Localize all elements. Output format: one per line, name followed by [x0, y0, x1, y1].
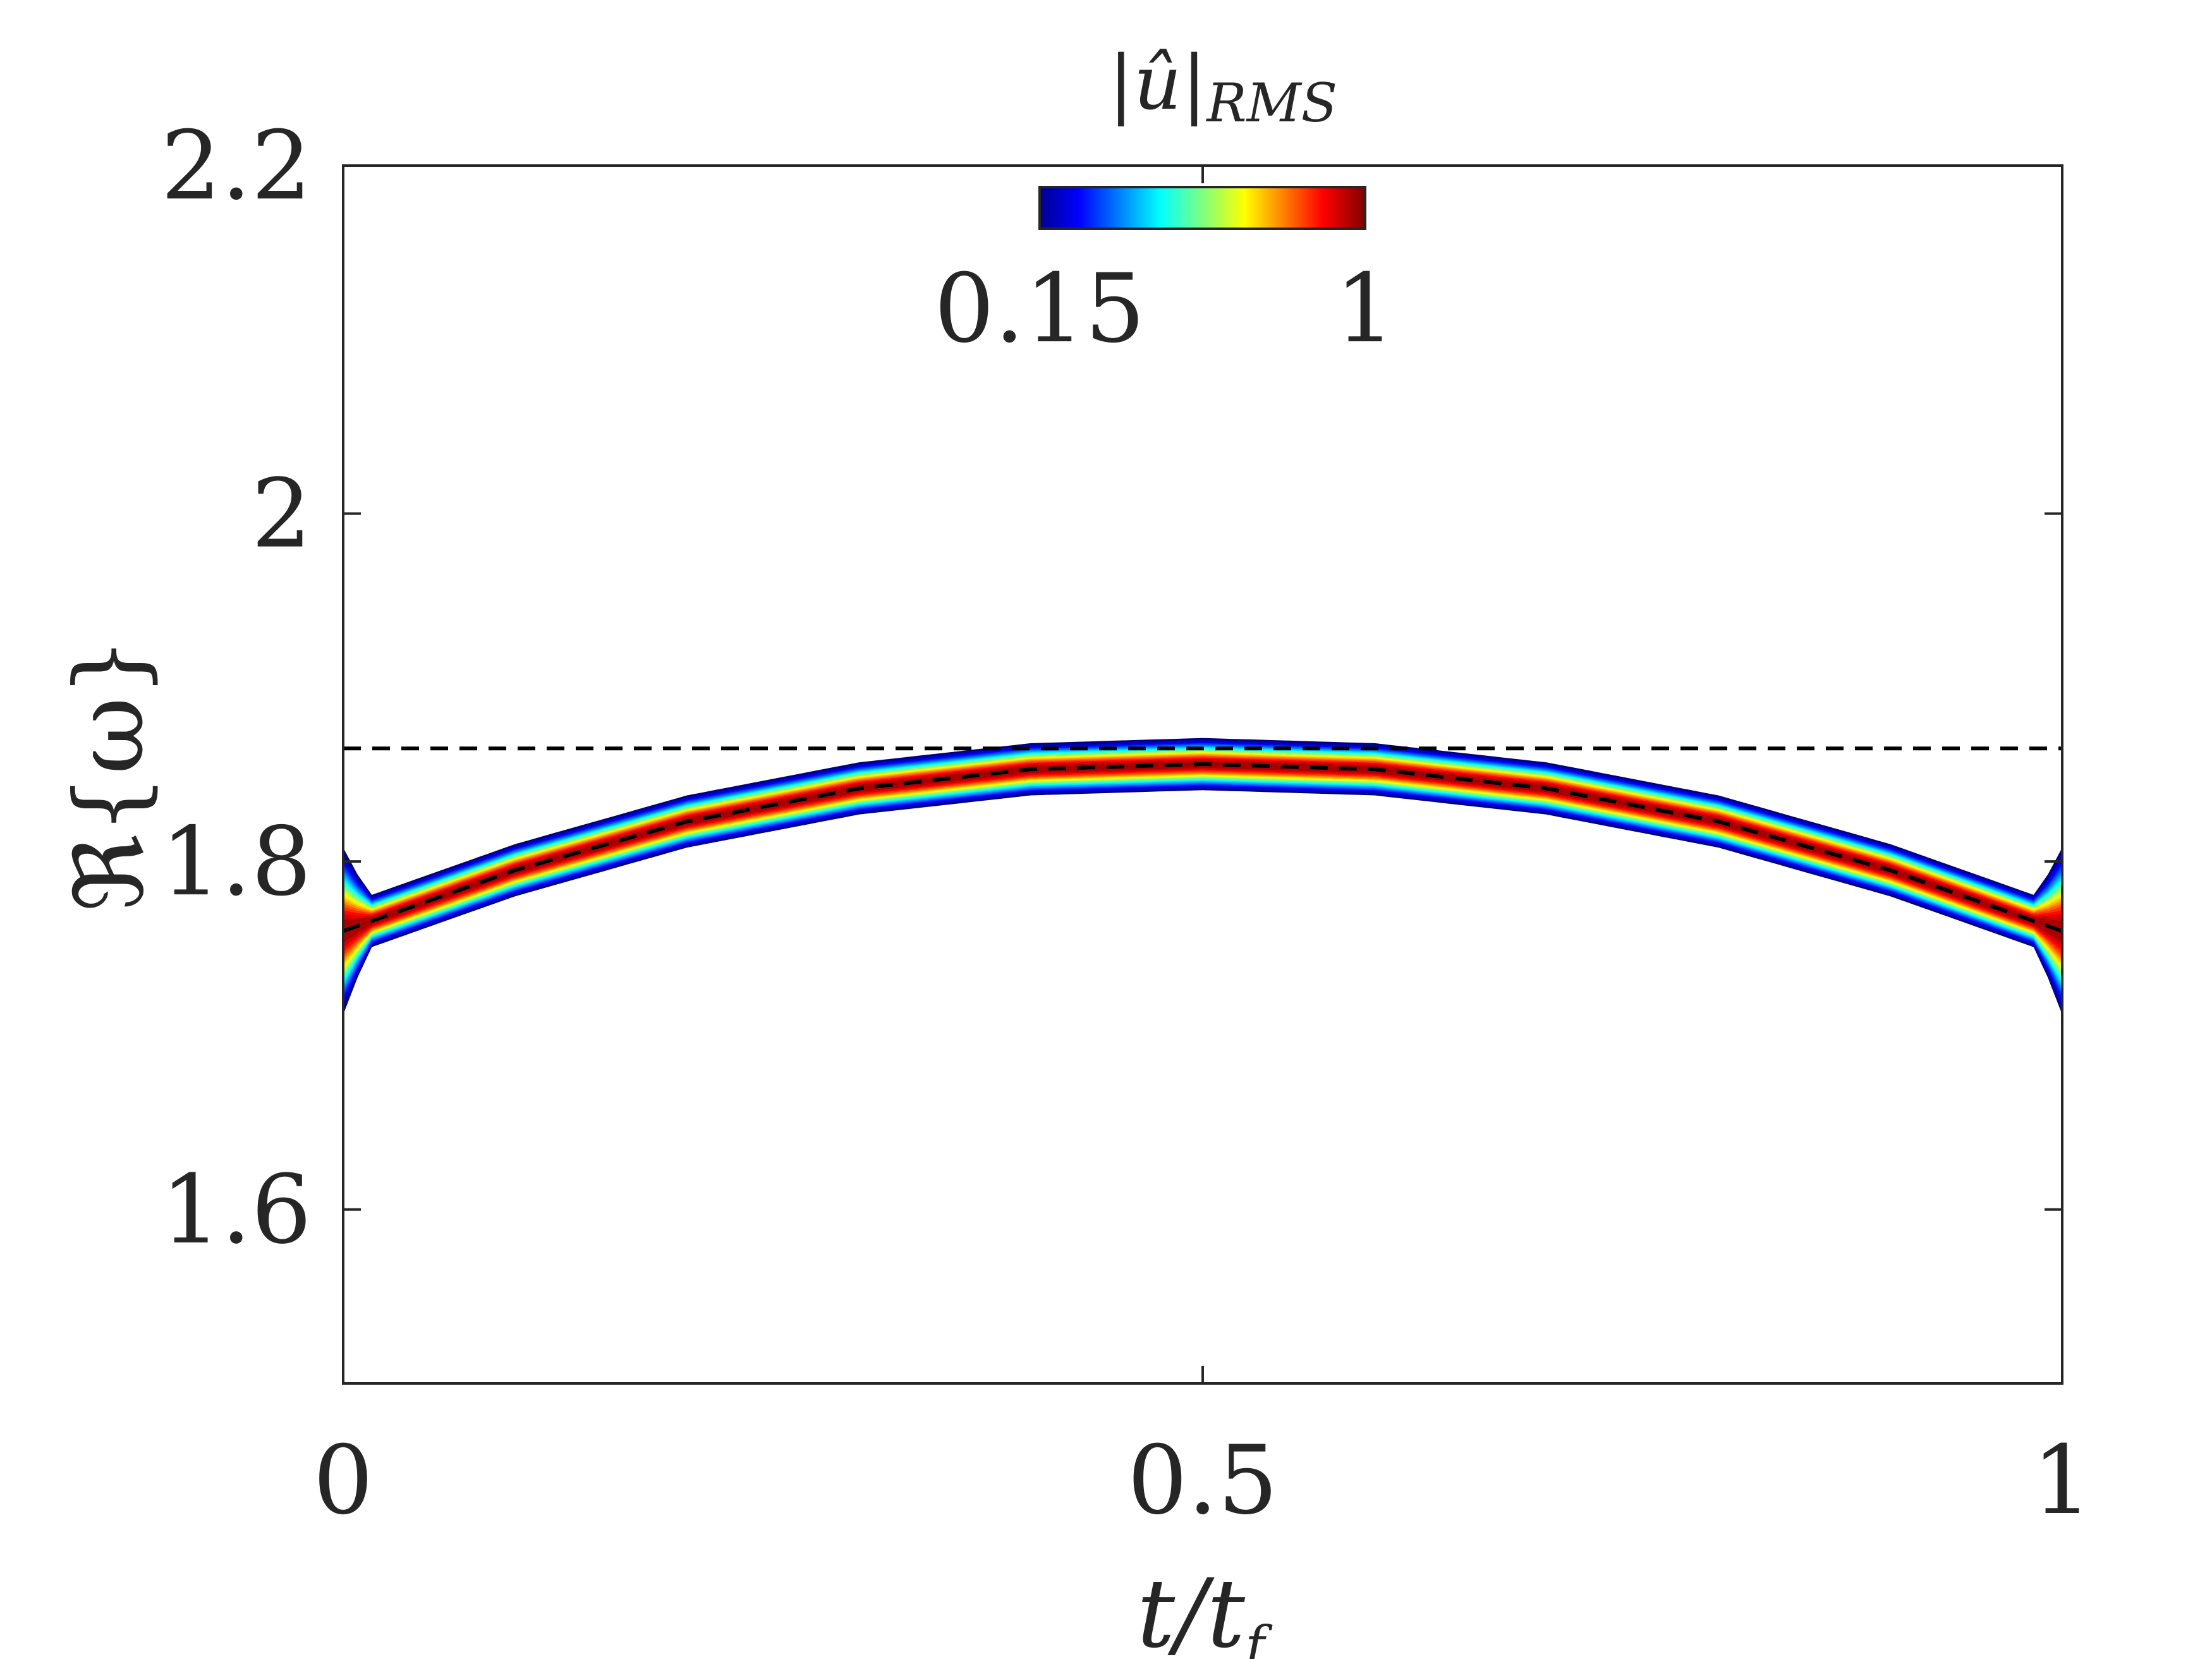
x-tick-label: 1 — [2032, 1426, 2092, 1536]
y-tick-label: 2.2 — [161, 111, 312, 221]
x-tick-label: 0.5 — [1127, 1426, 1279, 1536]
axis-ticks — [342, 164, 2063, 1383]
colorbar-tick-label-min: 0.15 — [934, 254, 1145, 364]
x-tick-label: 0 — [313, 1426, 373, 1536]
series-layer — [343, 746, 2062, 933]
y-tick-label: 1.8 — [161, 807, 312, 917]
series-line-0 — [343, 762, 2062, 933]
colorbar-tick-label-max: 1 — [1335, 254, 1395, 364]
colorbar-label: |û|RMS — [1109, 39, 1337, 134]
y-tick-label: 2 — [252, 459, 312, 569]
heatmap-band — [343, 738, 2062, 1015]
x-axis-label: t/tf — [1137, 1559, 1273, 1659]
y-tick-label: 1.6 — [161, 1155, 312, 1265]
y-axis-label: ℜ{ω} — [55, 636, 165, 911]
y-tick-labels: 1.6 1.8 2 2.2 — [161, 111, 312, 1265]
x-tick-labels: 0 0.5 1 — [313, 1426, 2092, 1536]
colorbar — [1038, 186, 1366, 230]
